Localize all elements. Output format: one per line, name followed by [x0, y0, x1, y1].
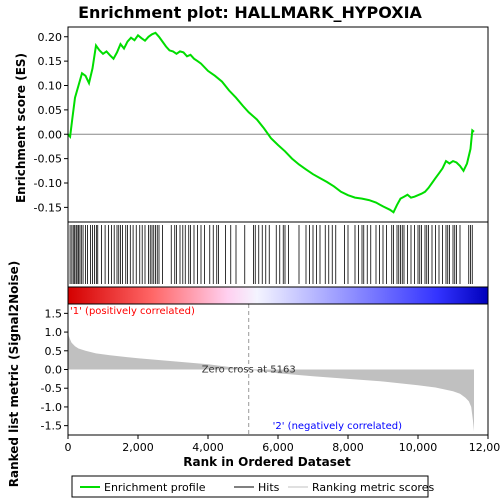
es-y-tick-label: -0.05: [34, 153, 62, 166]
es-y-tick-label: 0.20: [38, 31, 63, 44]
es-y-tick-label: 0.10: [38, 80, 63, 93]
legend: Enrichment profile Hits Ranking metric s…: [71, 475, 434, 498]
metric-y-tick-label: -1.0: [41, 401, 62, 414]
metric-y-axis-label: Ranked list metric (Signal2Noise): [7, 261, 21, 488]
es-profile-line: [67, 31, 475, 214]
legend-label-metric: Ranking metric scores: [312, 481, 434, 494]
es-y-tick-label: 0.15: [38, 55, 63, 68]
metric-y-ticks: -1.5 -1.0 -0.5 0.0 0.5 1.0 1.5: [41, 307, 68, 433]
x-tick-label: 10,000: [399, 441, 438, 454]
metric-y-tick-label: 1.5: [45, 307, 63, 320]
chart-title: Enrichment plot: HALLMARK_HYPOXIA: [78, 3, 422, 22]
x-tick-label: 8,000: [332, 441, 364, 454]
ranking-metric-area: [68, 330, 474, 432]
es-y-ticks: -0.15 -0.10 -0.05 0.00 0.05 0.10 0.15 0.20: [34, 31, 68, 214]
es-y-axis-label: Enrichment score (ES): [14, 53, 28, 203]
metric-y-tick-label: -0.5: [41, 382, 62, 395]
es-y-tick-label: 0.05: [38, 104, 63, 117]
legend-label-hits: Hits: [258, 481, 280, 494]
metric-panel: -1.5 -1.0 -0.5 0.0 0.5 1.0 1.5 '1' (positively…: [7, 261, 500, 488]
hit-lines: [69, 225, 473, 284]
hits-panel: [67, 221, 489, 288]
rank-gradient-panel: [67, 286, 489, 305]
metric-y-tick-label: 0.5: [45, 345, 63, 358]
rank-gradient-bar: [68, 287, 488, 304]
x-axis-label: Rank in Ordered Dataset: [183, 455, 351, 469]
x-tick-label: 2,000: [122, 441, 154, 454]
metric-y-tick-label: 0.0: [45, 364, 63, 377]
positive-correlation-label: '1' (positively correlated): [70, 306, 195, 317]
metric-y-tick-label: -1.5: [41, 420, 62, 433]
legend-label-enrichment: Enrichment profile: [104, 481, 206, 494]
es-y-tick-label: 0.00: [38, 128, 63, 141]
x-tick-label: 4,000: [192, 441, 224, 454]
x-axis-ticks: 0 2,000 4,000 6,000 8,000 10,000 12,000: [65, 435, 500, 454]
x-tick-label: 0: [65, 441, 72, 454]
metric-y-tick-label: 1.0: [45, 326, 63, 339]
es-y-tick-label: -0.10: [34, 177, 62, 190]
es-panel: -0.15 -0.10 -0.05 0.00 0.05 0.10 0.15 0.20 Enri…: [14, 26, 489, 223]
x-tick-label: 12,000: [469, 441, 500, 454]
es-y-tick-label: -0.15: [34, 201, 62, 214]
x-tick-label: 6,000: [262, 441, 294, 454]
zero-cross-label: Zero cross at 5163: [202, 365, 296, 376]
negative-correlation-label: '2' (negatively correlated): [273, 421, 402, 432]
